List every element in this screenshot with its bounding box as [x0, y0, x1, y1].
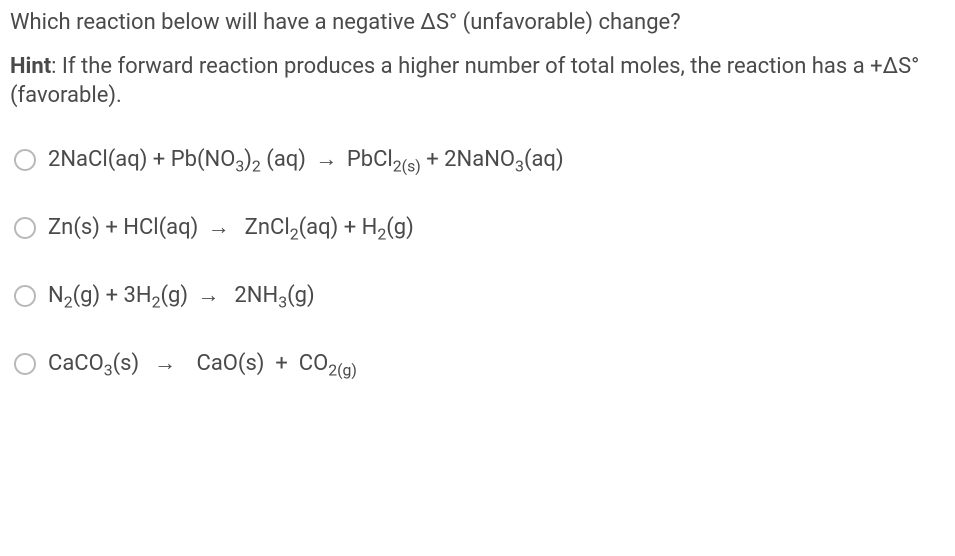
radio-icon[interactable] [14, 149, 36, 171]
option-1-formula: 2NaCl(aq) + Pb(NO3)2 (aq) → PbCl2(s) + 2… [48, 149, 564, 171]
hint-block: Hint: If the forward reaction produces a… [10, 52, 945, 111]
radio-icon[interactable] [14, 285, 36, 307]
option-1[interactable]: 2NaCl(aq) + Pb(NO3)2 (aq) → PbCl2(s) + 2… [14, 149, 945, 171]
option-3[interactable]: N2(g) + 3H2(g) → 2NH3(g) [14, 285, 945, 307]
option-2[interactable]: Zn(s) + HCl(aq) → ZnCl2(aq) + H2(g) [14, 217, 945, 239]
radio-icon[interactable] [14, 217, 36, 239]
option-4[interactable]: CaCO3(s) → CaO(s) + CO2(g) [14, 353, 945, 375]
question-text: Which reaction below will have a negativ… [10, 8, 945, 38]
option-3-formula: N2(g) + 3H2(g) → 2NH3(g) [48, 285, 315, 307]
question-container: Which reaction below will have a negativ… [0, 0, 955, 383]
radio-icon[interactable] [14, 353, 36, 375]
option-2-formula: Zn(s) + HCl(aq) → ZnCl2(aq) + H2(g) [48, 217, 414, 239]
hint-text: : If the forward reaction produces a hig… [10, 54, 919, 109]
hint-label: Hint [10, 54, 51, 79]
option-4-formula: CaCO3(s) → CaO(s) + CO2(g) [48, 353, 357, 375]
options-list: 2NaCl(aq) + Pb(NO3)2 (aq) → PbCl2(s) + 2… [10, 149, 945, 375]
